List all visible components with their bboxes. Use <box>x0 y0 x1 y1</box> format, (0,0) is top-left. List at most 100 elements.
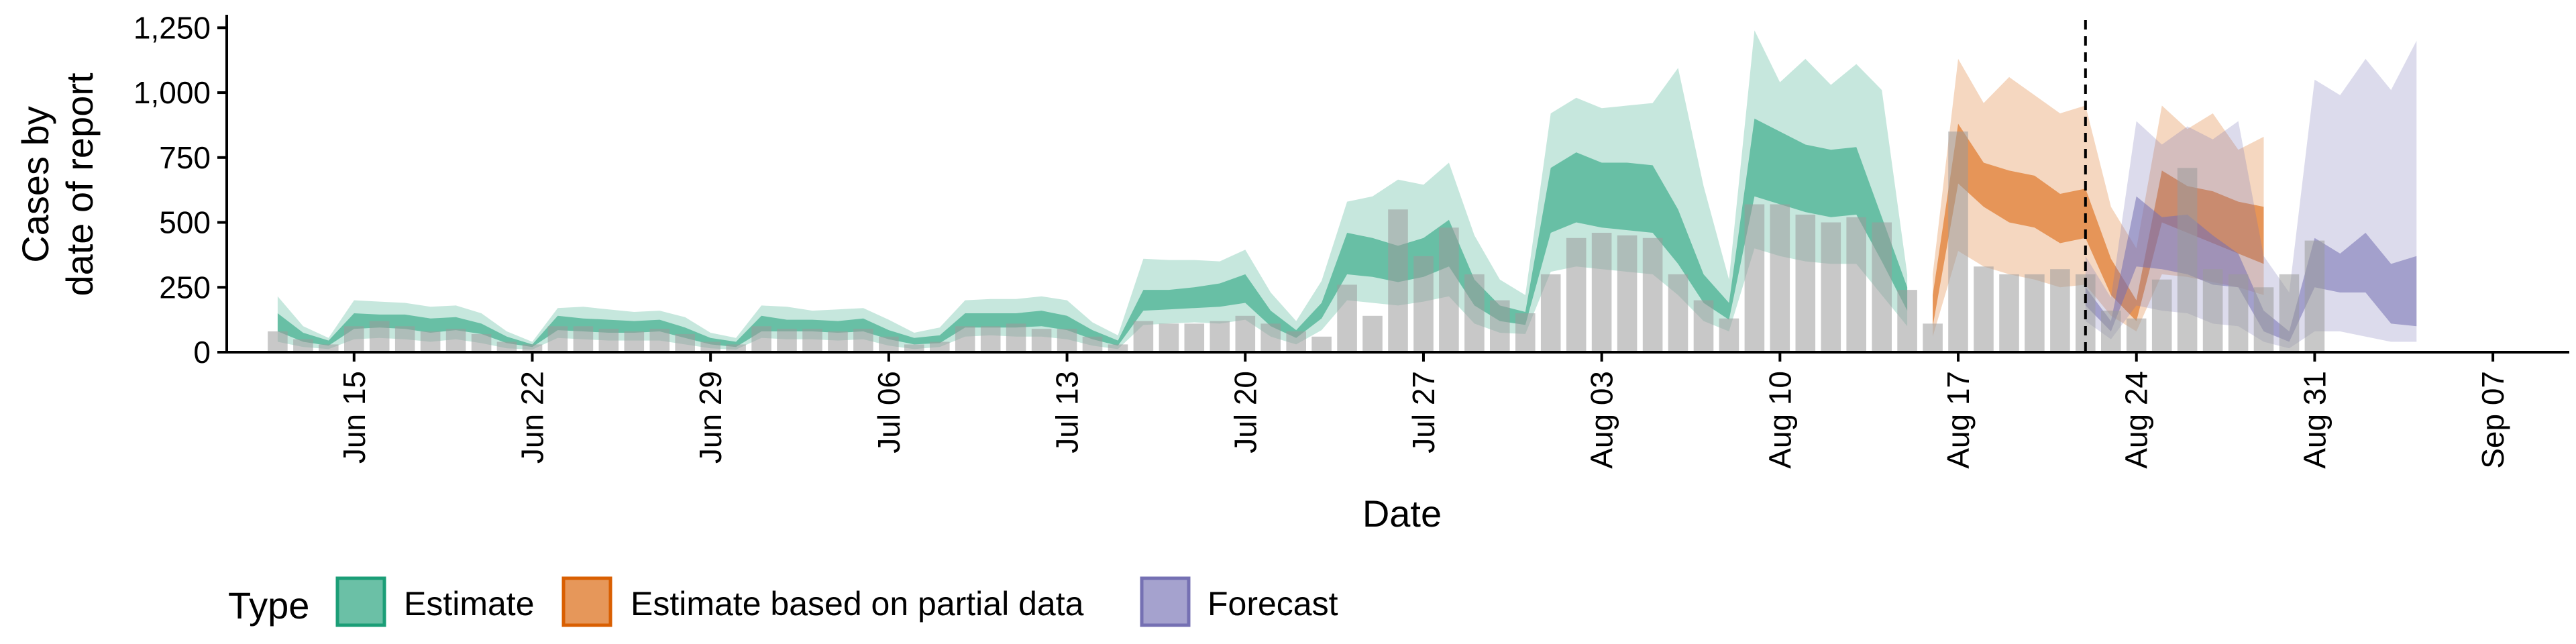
reported-cases-bar <box>1235 315 1256 352</box>
legend-swatch-forecast <box>1140 576 1191 627</box>
x-axis-title: Date <box>1362 492 1442 535</box>
x-tick-label: Jun 22 <box>515 371 550 464</box>
reported-cases-bar <box>1591 233 1612 352</box>
reported-cases-bar <box>471 333 492 352</box>
y-tick-label: 250 <box>159 270 211 305</box>
x-tick-label: Jul 13 <box>1050 371 1085 453</box>
axes: 0 250 500 750 1,000 1,250 Jun 15 Jun 22 Jun 29 Ju… <box>133 10 2569 469</box>
plot-area <box>268 20 2417 353</box>
band-50-forecast <box>2085 196 2417 342</box>
reported-cases-bar <box>2025 274 2045 352</box>
reported-cases-bar <box>293 339 313 352</box>
reported-cases-bar <box>751 326 771 352</box>
reported-cases-bar <box>1031 329 1052 352</box>
reported-cases-bar <box>955 326 975 352</box>
reported-cases-bar <box>1566 237 1587 352</box>
reported-cases-bar <box>2202 269 2223 352</box>
legend: Type Estimate Estimate based on partial … <box>228 576 1338 627</box>
x-tick-label: Jun 15 <box>337 371 372 464</box>
reported-cases-bar <box>802 329 822 352</box>
reported-cases-bar <box>1286 331 1306 352</box>
reported-cases-bar <box>1846 217 1866 352</box>
reported-cases-bar <box>700 341 720 352</box>
legend-label-partial: Estimate based on partial data <box>631 585 1084 623</box>
reported-cases-bar <box>445 329 466 352</box>
x-tick-label: Aug 17 <box>1941 371 1976 469</box>
y-axis-title-line-2: date of report <box>58 72 101 297</box>
reported-cases-bar <box>1897 290 1917 352</box>
reported-cases-bar <box>1057 329 1077 352</box>
reported-cases-bar <box>1515 313 1536 352</box>
reported-cases-bar <box>1337 284 1357 352</box>
legend-label-estimate: Estimate <box>404 585 535 623</box>
reported-cases-bar <box>1540 274 1561 352</box>
legend-swatch-partial <box>561 576 612 627</box>
band-50-estimate-based-on-partial-data <box>1933 123 2264 327</box>
reported-cases-bar <box>879 336 899 352</box>
y-tick-label: 1,000 <box>133 75 211 110</box>
reported-cases-bar <box>1668 274 1688 352</box>
reported-cases-bar <box>1490 300 1510 352</box>
reported-cases-bar <box>1821 222 1841 352</box>
y-tick-label: 500 <box>159 205 211 240</box>
reported-cases-bar <box>649 329 670 352</box>
x-tick-label: Jul 20 <box>1228 371 1263 453</box>
x-tick-label: Aug 10 <box>1762 371 1797 469</box>
reported-cases-bar <box>2126 318 2147 352</box>
reported-cases-bar <box>828 331 848 352</box>
reported-cases-bar <box>1439 227 1459 352</box>
reported-cases-bar <box>2151 279 2172 352</box>
reported-cases-bar <box>624 331 645 352</box>
reported-cases-bar <box>420 331 441 352</box>
reported-cases-bar <box>2101 311 2121 352</box>
reported-cases-bar <box>1464 274 1485 352</box>
y-axis-title-line-1: Cases by <box>14 106 56 262</box>
reported-cases-bar <box>2050 269 2070 352</box>
reported-cases-bar <box>1311 336 1332 352</box>
reported-cases-bar <box>777 329 797 352</box>
reported-cases-bar <box>2177 168 2198 353</box>
reported-cases-bar <box>904 344 924 352</box>
reported-cases-bar <box>1770 204 1790 352</box>
reported-cases-bar <box>319 344 339 352</box>
x-tick-label: Aug 31 <box>2297 371 2332 469</box>
reported-cases-bar <box>1260 323 1281 352</box>
reported-cases-bar <box>1923 323 1943 352</box>
legend-label-forecast: Forecast <box>1208 585 1338 623</box>
reported-cases-bar <box>1719 318 1739 352</box>
reported-cases-bar <box>1108 344 1128 352</box>
reported-cases-bar <box>930 341 950 352</box>
y-tick-label: 0 <box>193 335 211 370</box>
x-tick-label: Aug 03 <box>1585 371 1619 469</box>
reported-cases-bar <box>344 326 364 352</box>
reported-cases-bar <box>1642 237 1663 352</box>
x-tick-label: Sep 07 <box>2475 371 2510 469</box>
reported-cases-bar <box>1948 131 1968 352</box>
reported-cases-bar <box>1795 214 1816 352</box>
reported-cases-bar <box>1210 321 1230 352</box>
reported-cases-bar <box>1413 256 1434 352</box>
reported-cases-bar <box>2279 274 2300 352</box>
reported-cases-bar <box>1082 336 1103 352</box>
reported-cases-bar <box>2253 287 2274 352</box>
reported-cases-bar <box>1693 300 1714 352</box>
reported-cases-bar <box>980 326 1001 352</box>
reported-cases-bar <box>1006 323 1026 352</box>
reported-cases-bar <box>268 331 288 352</box>
band-50-estimate <box>277 118 1908 347</box>
legend-swatch-estimate <box>335 576 386 627</box>
reported-cases-bar <box>573 326 594 352</box>
reported-cases-bar <box>1744 204 1765 352</box>
reported-cases-bar <box>1974 266 1994 352</box>
y-tick-label: 1,250 <box>133 10 211 45</box>
y-tick-label: 750 <box>159 140 211 175</box>
reported-cases-bar <box>522 344 543 352</box>
reported-cases-bar <box>1159 323 1179 352</box>
x-tick-label: Jul 06 <box>871 371 906 453</box>
reported-cases-bar <box>547 326 568 352</box>
reported-cases-bar <box>1133 321 1154 352</box>
x-tick-label: Jun 29 <box>693 371 728 464</box>
reported-cases-bar <box>394 326 415 352</box>
reported-cases-bar <box>598 329 619 352</box>
